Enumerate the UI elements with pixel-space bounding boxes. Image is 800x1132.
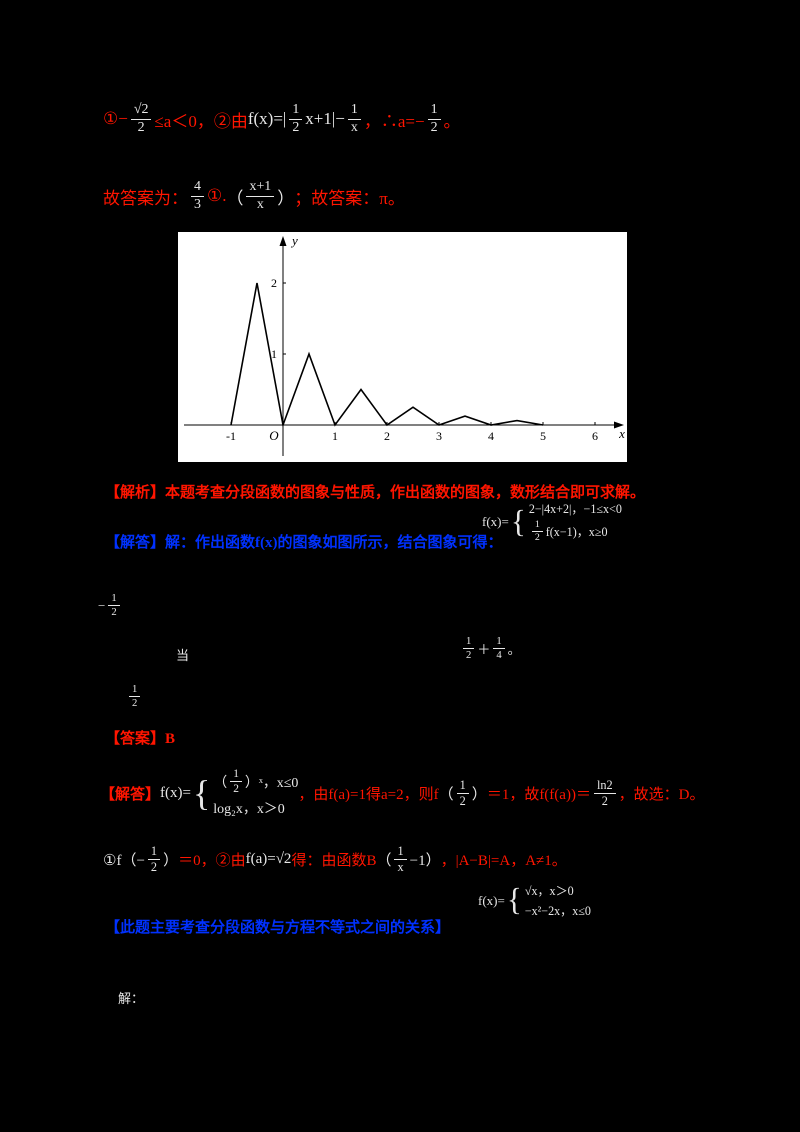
math-text: ） (163, 852, 179, 869)
svg-text:1: 1 (332, 429, 338, 443)
math-text: ①f（− (103, 852, 145, 869)
note-line: 【此题主要考查分段函数与方程不等式之间的关系】 (105, 916, 450, 937)
function-label: f(x)= (478, 892, 505, 908)
svg-text:6: 6 (592, 429, 598, 443)
math-text: − (98, 597, 106, 613)
svg-text:y: y (290, 233, 298, 248)
math-text: f(a)=√2 (245, 850, 292, 867)
math-text: ） (471, 786, 487, 803)
math-text: −1） (409, 852, 441, 869)
svg-text:-1: -1 (226, 429, 236, 443)
svg-text:1: 1 (271, 347, 277, 361)
left-brace: { (506, 882, 522, 918)
math-text: f(x)=| (247, 109, 287, 129)
svg-text:O: O (269, 428, 279, 443)
svg-text:2: 2 (271, 276, 277, 290)
math-text: ，故选：D。 (618, 786, 705, 803)
svg-text:3: 3 (436, 429, 442, 443)
math-text: 得：由函数B (291, 852, 377, 869)
piecewise: f(x)= { √x，x＞0 −x²−2x，x≤0 (478, 882, 591, 919)
math-fragment-2a: 当 (176, 645, 189, 664)
piecewise-function-2: f(x)= { √x，x＞0 −x²−2x，x≤0 (478, 882, 591, 919)
note-text: 【此题主要考查分段函数与方程不等式之间的关系】 (105, 920, 451, 936)
svg-text:x: x (618, 426, 625, 441)
left-brace: { (510, 503, 526, 539)
piecewise-row: −x²−2x，x≤0 (524, 904, 591, 918)
svg-text:2: 2 (384, 429, 390, 443)
svg-text:4: 4 (488, 429, 494, 443)
math-text: ，|A−B|=A，A≠1。 (440, 852, 567, 869)
math-fragment-4: 解： (118, 988, 144, 1007)
function-label: f(x)= (482, 513, 509, 529)
math-text: 【解答】 (100, 786, 161, 803)
figure-panel: x y O -1 1 2 3 4 5 6 1 2 (178, 232, 627, 462)
math-text: 。 (507, 642, 521, 658)
analysis-line: 【解析】本题考查分段函数的图象与性质，作出函数的图象，数形结合即可求解。 (105, 481, 645, 502)
math-text: ①− (103, 109, 128, 129)
math-text: （ (438, 786, 454, 803)
answer-line: 【答案】B (105, 727, 175, 748)
math-text: ）ˣ，x≤0 (244, 775, 299, 791)
analysis-text: 【解析】本题考查分段函数的图象与性质，作出函数的图象，数形结合即可求解。 (105, 485, 646, 501)
math-text: ，由f(a)=1得a=2，则f (298, 786, 439, 803)
math-text: ） (277, 188, 295, 208)
fraction: ln2 2 (593, 778, 616, 808)
solution-text: 【解答】解：作出函数f(x)的图象如图所示，结合图象可得： (105, 535, 503, 551)
math-text: x+1|− (305, 109, 345, 129)
math-text: 解： (118, 991, 145, 1006)
piecewise-row: √x，x＞0 (524, 884, 574, 898)
math-text: ，∴a=− (363, 111, 425, 131)
math-text: （ (376, 852, 392, 869)
left-brace: { (192, 772, 211, 813)
piecewise-row: log₂x，x＞0 (213, 802, 285, 817)
solution-heading-line: 【解答】解：作出函数f(x)的图象如图所示，结合图象可得： (105, 531, 503, 552)
function-graph: x y O -1 1 2 3 4 5 6 1 2 (184, 233, 625, 456)
fraction: √2 2 (130, 102, 152, 135)
math-text: f(x)= (160, 784, 191, 801)
math-text: ＋ (477, 642, 491, 658)
math-text: 故答案为： (103, 188, 188, 208)
math-text: 。 (443, 111, 461, 131)
math-text: ①. (206, 186, 227, 206)
answer-text: 【答案】B (105, 731, 176, 747)
piecewise-row: 2−|4x+2|，−1≤x<0 (528, 502, 622, 516)
math-text: ；故答案：π。 (294, 188, 405, 208)
svg-text:5: 5 (540, 429, 546, 443)
math-text: ＝1，故f(f(a))＝ (486, 786, 591, 803)
math-text: （ (213, 775, 228, 791)
math-text: ＝0，②由 (178, 852, 246, 869)
math-text: （ (226, 188, 244, 208)
math-text: f(x−1)，x≥0 (545, 525, 608, 540)
math-text: ≤a＜0，②由 (154, 111, 248, 131)
math-text: 当 (176, 648, 190, 663)
fraction: x+1 x (246, 179, 275, 212)
